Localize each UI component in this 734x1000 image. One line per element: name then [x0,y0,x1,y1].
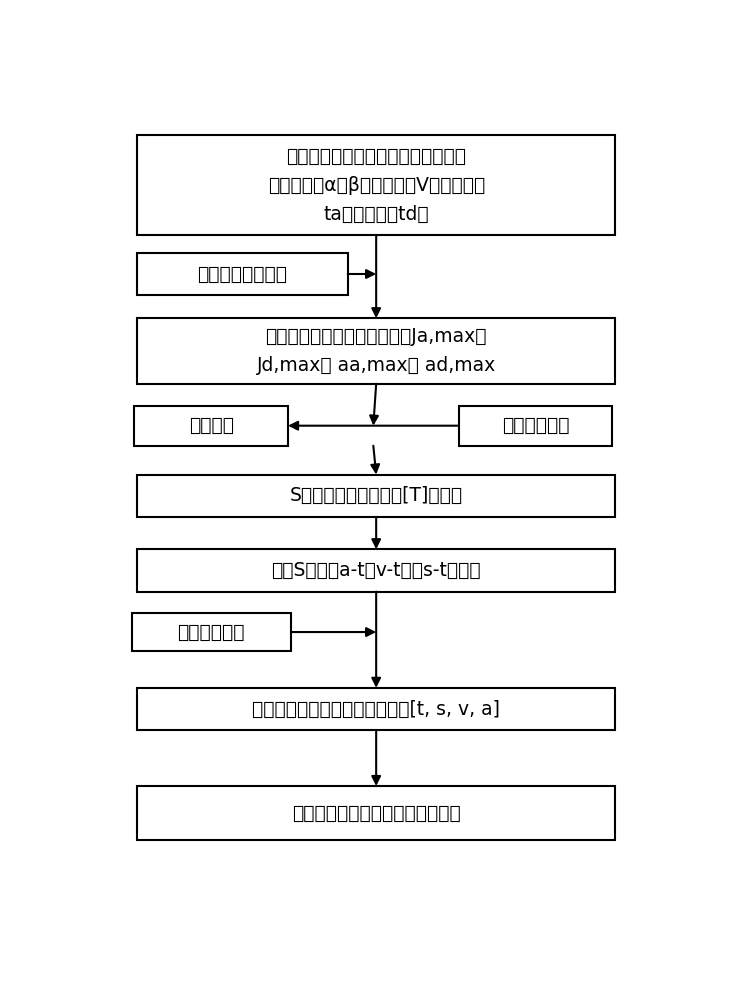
Text: S型速度曲线时间分配[T]与更新: S型速度曲线时间分配[T]与更新 [290,486,462,505]
Bar [459,406,612,446]
Text: 扫描周期约束: 扫描周期约束 [178,623,245,642]
Bar [137,135,615,235]
Text: 直线电机快速点到点运动控制实现: 直线电机快速点到点运动控制实现 [292,804,460,822]
Text: Jd,max、 aa,max、 ad,max: Jd,max、 aa,max、 ad,max [257,356,495,375]
Bar [137,475,615,517]
Bar [137,549,615,592]
Bar [131,613,291,651]
Text: 设置加减速段速度曲线形状特征参数: 设置加减速段速度曲线形状特征参数 [286,147,466,166]
Text: 距离约束: 距离约束 [189,416,233,435]
Text: 确定高速运动控制参数，包括Ja,max、: 确定高速运动控制参数，包括Ja,max、 [266,327,487,346]
Text: 运行时间离散并计算出位置信息[t, s, v, a]: 运行时间离散并计算出位置信息[t, s, v, a] [252,700,500,719]
Bar [137,786,615,840]
Bar [134,406,288,446]
Text: （比例系数α、β，运行速度V，加速时间: （比例系数α、β，运行速度V，加速时间 [268,176,484,195]
Text: 直线电机性能约束: 直线电机性能约束 [197,264,288,284]
Bar [137,318,615,384]
Text: 计算比例系数: 计算比例系数 [502,416,569,435]
Text: ta，减速时间td）: ta，减速时间td） [324,205,429,224]
Bar [137,253,348,295]
Bar [137,688,615,730]
Text: 推导S型曲线a-t，v-t以及s-t表达式: 推导S型曲线a-t，v-t以及s-t表达式 [272,561,481,580]
